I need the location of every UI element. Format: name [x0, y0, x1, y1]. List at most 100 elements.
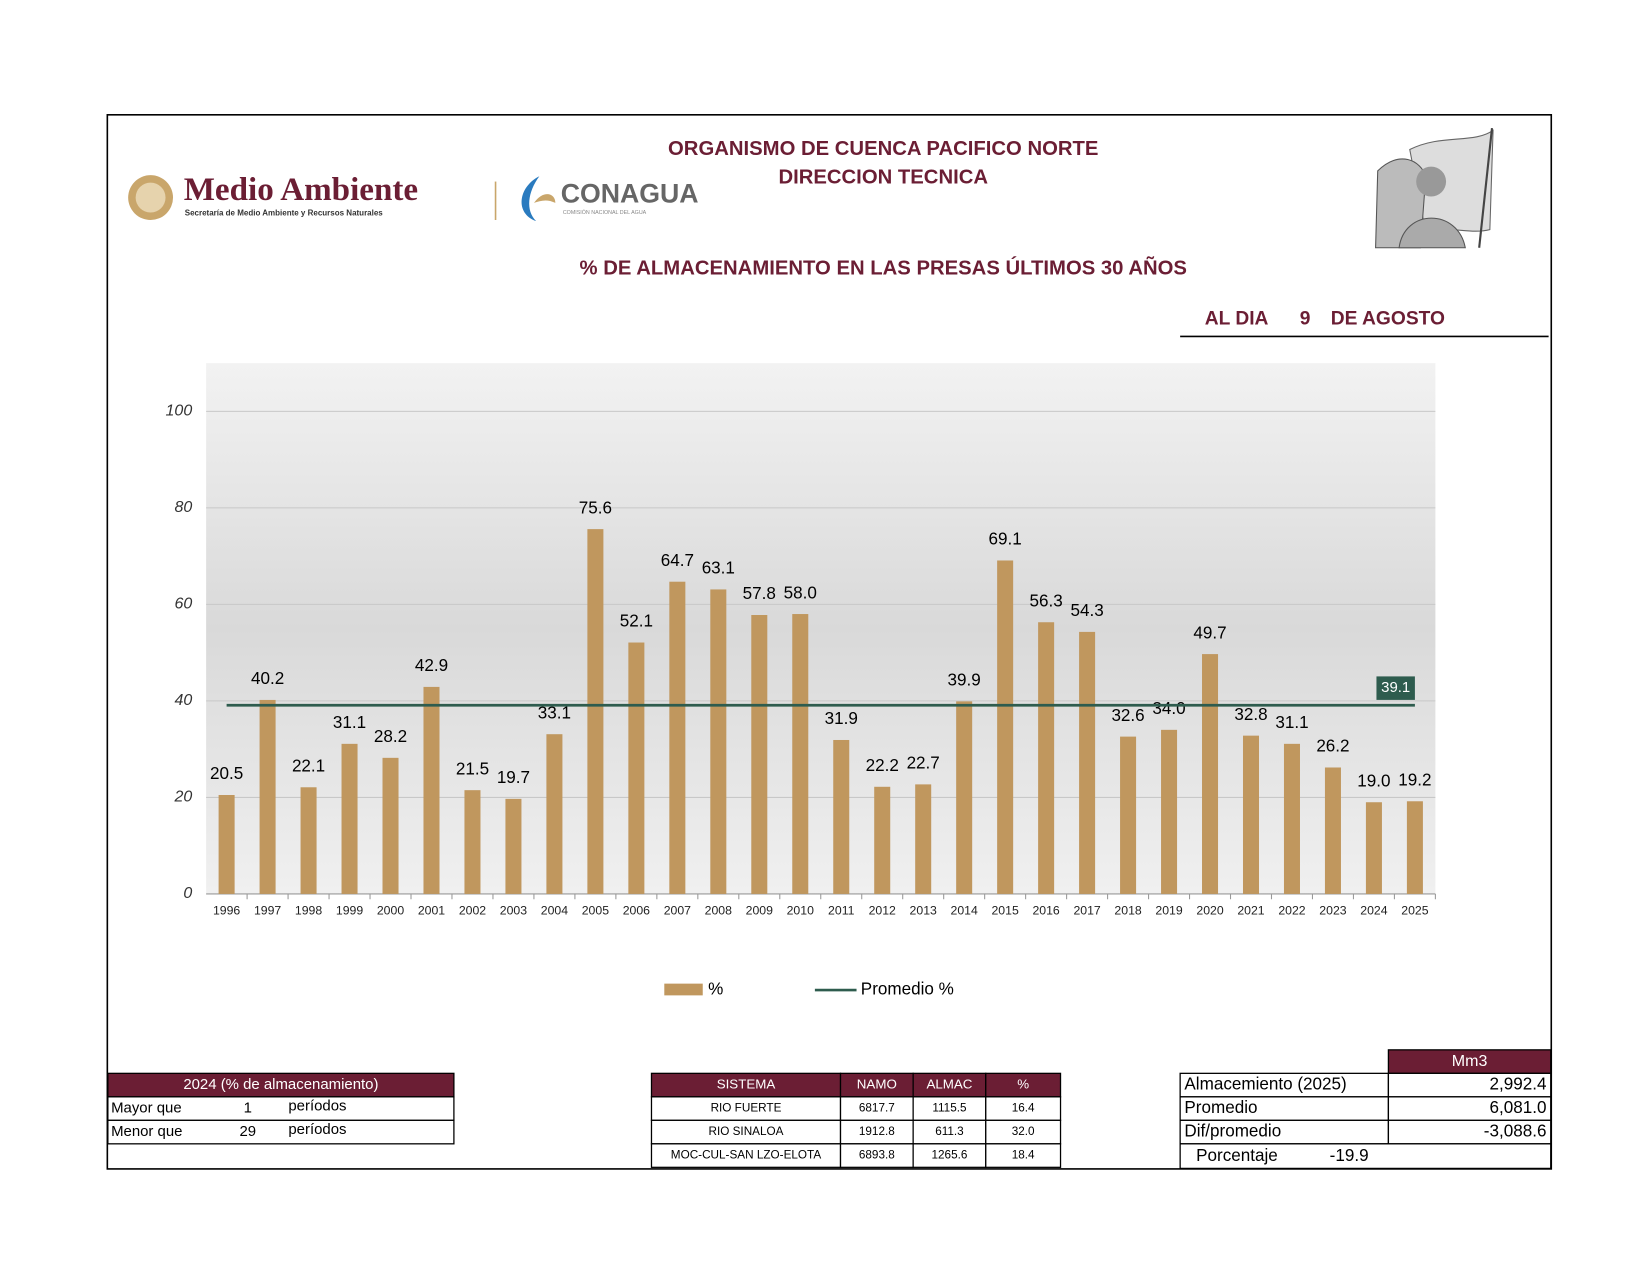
table-cell-text: MOC-CUL-SAN LZO-ELOTA: [671, 1149, 822, 1162]
data-label: 39.9: [948, 671, 981, 690]
bar: [259, 699, 276, 894]
bar: [874, 786, 891, 894]
bar: [464, 790, 481, 894]
data-label: 58.0: [784, 583, 817, 602]
data-label: 28.2: [374, 727, 407, 746]
x-tick-label: 1999: [336, 903, 363, 917]
bar: [382, 757, 399, 894]
data-label: 49.7: [1193, 623, 1226, 642]
x-tick-label: 2017: [1073, 903, 1100, 917]
bar: [505, 798, 522, 894]
x-tick-label: 2006: [623, 903, 650, 917]
table-cell-text: Menor que: [111, 1123, 182, 1140]
table-cell-text: -3,088.6: [1484, 1122, 1547, 1141]
data-label: 54.3: [1070, 601, 1103, 620]
x-tick-label: 2018: [1114, 903, 1141, 917]
table-cell-text: Porcentaje: [1196, 1146, 1278, 1165]
data-label: 33.1: [538, 703, 571, 722]
data-label: 19.7: [497, 768, 530, 787]
table-cell: [1179, 1143, 1552, 1170]
data-label: 22.2: [866, 756, 899, 775]
logo-conagua-sub: COMISIÓN NACIONAL DEL AGUA: [563, 209, 647, 216]
table-header: NAMO: [857, 1077, 897, 1092]
data-label: 32.6: [1111, 706, 1144, 725]
table-cell-text: RIO FUERTE: [711, 1102, 782, 1115]
table-cell-text: períodos: [288, 1121, 346, 1138]
x-tick-label: 2008: [705, 903, 732, 917]
table-cell-text: 611.3: [935, 1125, 964, 1138]
emblem-inner: [135, 182, 166, 213]
logo-main: Medio Ambiente: [184, 172, 418, 208]
table-cell: [985, 1143, 1062, 1168]
data-label: 52.1: [620, 612, 653, 631]
x-tick-label: 2016: [1032, 903, 1059, 917]
table-cell-text: -19.9: [1330, 1146, 1369, 1165]
table-cell-text: períodos: [288, 1097, 346, 1114]
data-label: 22.1: [292, 756, 325, 775]
x-tick-label: 2009: [746, 903, 773, 917]
data-label: 31.1: [333, 713, 366, 732]
x-tick-label: 2025: [1401, 903, 1428, 917]
x-tick-label: 2011: [828, 903, 855, 917]
table-cell-text: 1265.6: [931, 1149, 967, 1162]
y-tick-label: 40: [174, 692, 192, 709]
average-label: 39.1: [1381, 679, 1410, 696]
table-cell-text: 1115.5: [932, 1102, 967, 1115]
x-tick-label: 2014: [951, 903, 978, 917]
x-tick-label: 1998: [295, 903, 322, 917]
table-cell-text: Mayor que: [111, 1100, 182, 1117]
x-tick-label: 2007: [664, 903, 691, 917]
table-cell-text: 1: [244, 1100, 252, 1117]
bar: [1324, 767, 1341, 894]
table-cell-text: 6893.8: [859, 1149, 895, 1162]
bar: [956, 701, 973, 894]
bar: [833, 739, 850, 894]
x-tick-label: 2005: [582, 903, 609, 917]
table-cell: [107, 1119, 455, 1145]
data-label: 32.8: [1234, 705, 1267, 724]
bar: [1283, 743, 1300, 894]
table-cell-text: Almacemiento (2025): [1184, 1075, 1346, 1094]
x-tick-label: 2001: [418, 903, 445, 917]
org-title: ORGANISMO DE CUENCA PACIFICO NORTE: [668, 138, 1098, 160]
x-tick-label: 2000: [377, 903, 404, 917]
data-label: 19.0: [1357, 771, 1390, 790]
table-header: %: [1017, 1077, 1029, 1092]
bar: [300, 787, 317, 894]
data-label: 31.1: [1275, 713, 1308, 732]
y-tick-label: 60: [174, 596, 192, 613]
table-cell-text: Dif/promedio: [1184, 1122, 1281, 1141]
bar: [1202, 654, 1219, 894]
bar: [1079, 631, 1096, 894]
bar: [792, 614, 809, 894]
data-label: 21.5: [456, 759, 489, 778]
x-tick-label: 2004: [541, 903, 568, 917]
x-tick-label: 2024: [1360, 903, 1387, 917]
table-cell-text: 6817.7: [859, 1102, 895, 1115]
bar: [1365, 802, 1382, 894]
x-tick-label: 2020: [1196, 903, 1223, 917]
bar: [915, 784, 932, 894]
table-header: 2024 (% de almacenamiento): [183, 1076, 378, 1093]
dept-title: DIRECCION TECNICA: [778, 167, 988, 189]
table-cell-text: 16.4: [1012, 1102, 1035, 1115]
x-tick-label: 2012: [869, 903, 896, 917]
conagua-icon-2: [534, 194, 556, 203]
y-tick-label: 20: [173, 789, 192, 806]
x-tick-label: 2010: [787, 903, 814, 917]
data-label: 57.8: [743, 584, 776, 603]
x-tick-label: 2019: [1155, 903, 1182, 917]
x-tick-label: 2021: [1237, 903, 1264, 917]
table-cell-text: Promedio: [1184, 1098, 1257, 1117]
bar: [1242, 735, 1260, 894]
table-cell-text: 18.4: [1012, 1149, 1035, 1162]
frame: [106, 114, 1553, 1170]
bar: [710, 589, 727, 894]
x-tick-label: 2013: [910, 903, 937, 917]
data-label: 64.7: [661, 551, 694, 570]
data-label: 31.9: [825, 709, 858, 728]
data-label: 42.9: [415, 656, 448, 675]
y-tick-label: 80: [174, 499, 192, 516]
